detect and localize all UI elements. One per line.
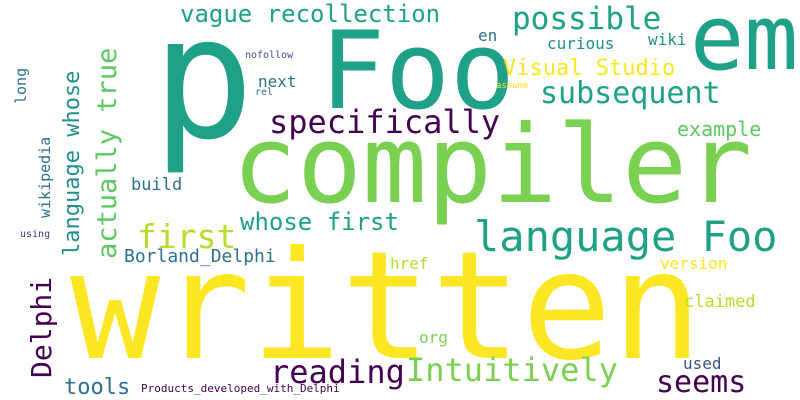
word-language-whose: language whose xyxy=(60,70,85,256)
word-vague-recollection: vague recollection xyxy=(180,0,441,28)
word-long: long xyxy=(12,67,30,104)
word-seems: seems xyxy=(656,365,747,400)
word-wikipedia: wikipedia xyxy=(36,136,54,218)
word-specifically: specifically xyxy=(269,103,501,141)
word-curious: curious xyxy=(547,34,615,53)
word-reading: reading xyxy=(270,353,405,391)
word-p: p xyxy=(152,0,255,178)
word-example: example xyxy=(677,117,762,141)
word-using: using xyxy=(20,229,51,240)
word-wiki: wiki xyxy=(648,30,687,49)
word-written: written xyxy=(70,220,703,394)
word-first: first xyxy=(137,217,237,256)
word-nofollow: nofollow xyxy=(245,50,294,61)
word-used: used xyxy=(683,354,722,373)
word-intuitively: Intuitively xyxy=(406,351,618,389)
word-foo: Foo xyxy=(320,9,516,134)
word-em: em xyxy=(690,0,799,91)
word-tools: tools xyxy=(64,375,131,400)
word-rel: rel xyxy=(255,87,274,98)
word-subsequent: subsequent xyxy=(540,76,721,111)
word-assume: assume xyxy=(496,81,529,91)
word-build: build xyxy=(131,175,183,195)
word-borland-delphi: Borland_Delphi xyxy=(124,246,276,267)
word-org: org xyxy=(419,328,448,347)
word-visual-studio: Visual Studio xyxy=(503,56,676,81)
word-language-foo: language Foo xyxy=(474,212,778,261)
word-possible: possible xyxy=(512,1,662,37)
word-next: next xyxy=(258,72,297,91)
word-actually-true: actually true xyxy=(92,47,123,259)
word-version: version xyxy=(660,254,728,273)
word-products-developed-with-delphi: Products_developed_with_Delphi xyxy=(141,382,340,395)
word-claimed: claimed xyxy=(684,292,756,312)
word-compiler: compiler xyxy=(232,103,753,228)
word-en: en xyxy=(478,26,498,45)
word-whose-first: whose first xyxy=(240,208,399,236)
word-delphi: Delphi xyxy=(25,276,58,378)
word-href: href xyxy=(390,254,429,273)
